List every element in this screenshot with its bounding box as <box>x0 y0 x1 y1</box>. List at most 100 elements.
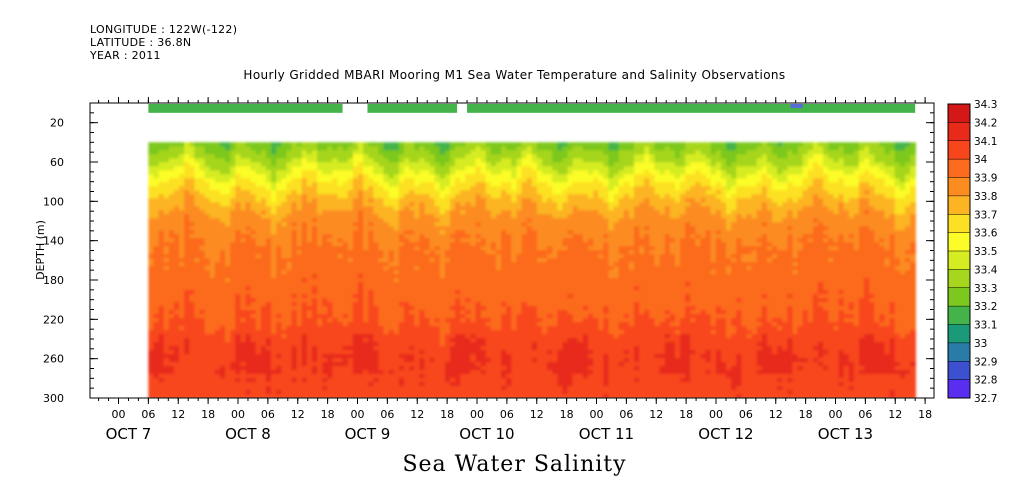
heat-cell <box>398 242 405 247</box>
heat-cell <box>536 198 543 204</box>
heat-cell <box>449 146 456 152</box>
heat-cell <box>245 166 252 172</box>
heat-cell <box>209 358 216 363</box>
heat-cell <box>306 218 313 224</box>
heat-cell <box>296 350 303 355</box>
heat-cell <box>465 190 472 196</box>
heat-cell <box>357 174 364 180</box>
heat-cell <box>337 246 344 251</box>
heat-cell <box>511 198 518 204</box>
heat-cell <box>383 218 390 224</box>
heat-cell <box>281 266 288 271</box>
heat-cell <box>526 358 533 363</box>
heat-cell <box>521 354 528 359</box>
heat-cell <box>363 202 369 208</box>
heat-cell <box>342 274 349 279</box>
heat-cell <box>219 282 226 287</box>
heat-cell <box>490 270 497 275</box>
heat-cell <box>194 378 201 383</box>
heat-cell <box>526 186 533 192</box>
heat-cell <box>480 330 487 335</box>
heat-cell <box>424 338 431 343</box>
heat-cell <box>204 362 211 367</box>
heat-cell <box>480 298 487 303</box>
heat-cell <box>373 226 380 232</box>
heat-cell <box>271 238 277 243</box>
heat-cell <box>322 258 329 263</box>
heat-cell <box>158 230 165 236</box>
heat-cell <box>393 202 400 208</box>
heat-cell <box>271 362 277 367</box>
heat-cell <box>179 246 185 251</box>
heat-cell <box>153 378 160 383</box>
heat-cell <box>230 186 237 192</box>
heat-cell <box>337 166 344 172</box>
heat-cell <box>414 182 421 188</box>
heat-cell <box>296 386 303 391</box>
heat-cell <box>465 382 472 387</box>
heat-cell <box>531 394 538 398</box>
heat-cell <box>306 314 313 319</box>
heat-cell <box>414 194 421 200</box>
heat-cell <box>245 286 252 291</box>
heat-cell <box>199 290 206 295</box>
heat-cell <box>332 154 339 160</box>
heat-cell <box>429 270 436 275</box>
heat-cell <box>281 274 288 279</box>
heat-cell <box>536 206 543 212</box>
heat-cell <box>204 190 211 196</box>
heat-cell <box>501 318 508 323</box>
heat-cell <box>506 342 513 347</box>
heat-cell <box>245 226 252 232</box>
heat-cell <box>235 318 242 323</box>
heat-cell <box>250 186 257 192</box>
heat-cell <box>194 362 201 367</box>
heat-cell <box>403 314 410 319</box>
heat-cell <box>398 154 405 160</box>
heat-cell <box>414 254 421 259</box>
heat-cell <box>342 202 349 208</box>
heat-cell <box>541 386 548 391</box>
heat-cell <box>168 154 175 160</box>
heat-cell <box>276 146 283 152</box>
heat-cell <box>511 234 518 239</box>
heat-cell <box>506 322 513 327</box>
heat-cell <box>255 270 262 275</box>
heat-cell <box>148 154 155 160</box>
heat-cell <box>383 290 390 295</box>
heat-cell <box>541 314 548 319</box>
heat-cell <box>383 358 390 363</box>
heat-cell <box>531 262 538 267</box>
heat-cell <box>490 254 497 259</box>
heat-cell <box>444 258 451 263</box>
heat-cell <box>163 334 170 339</box>
heat-cell <box>501 330 508 335</box>
heat-cell <box>352 374 359 379</box>
heat-cell <box>306 306 313 311</box>
heat-cell <box>271 338 277 343</box>
heat-cell <box>347 282 354 287</box>
heat-cell <box>363 262 369 267</box>
heat-cell <box>260 254 267 259</box>
heat-cell <box>378 198 385 204</box>
heat-cell <box>296 222 303 228</box>
heat-cell <box>449 350 456 355</box>
heat-cell <box>148 382 155 387</box>
heat-cell <box>357 342 364 347</box>
heat-cell <box>148 394 155 398</box>
heat-cell <box>449 174 456 180</box>
heat-cell <box>347 170 354 176</box>
heat-cell <box>245 314 252 319</box>
heat-cell <box>271 166 277 172</box>
heat-cell <box>153 346 160 351</box>
heat-cell <box>209 194 216 200</box>
heat-cell <box>429 230 436 236</box>
heat-cell <box>301 394 308 398</box>
heat-cell <box>409 234 415 239</box>
heat-cell <box>485 214 492 220</box>
heat-cell <box>460 186 467 192</box>
heat-cell <box>322 386 329 391</box>
heat-cell <box>506 366 513 371</box>
heat-cell <box>332 226 339 232</box>
heat-cell <box>189 218 196 224</box>
